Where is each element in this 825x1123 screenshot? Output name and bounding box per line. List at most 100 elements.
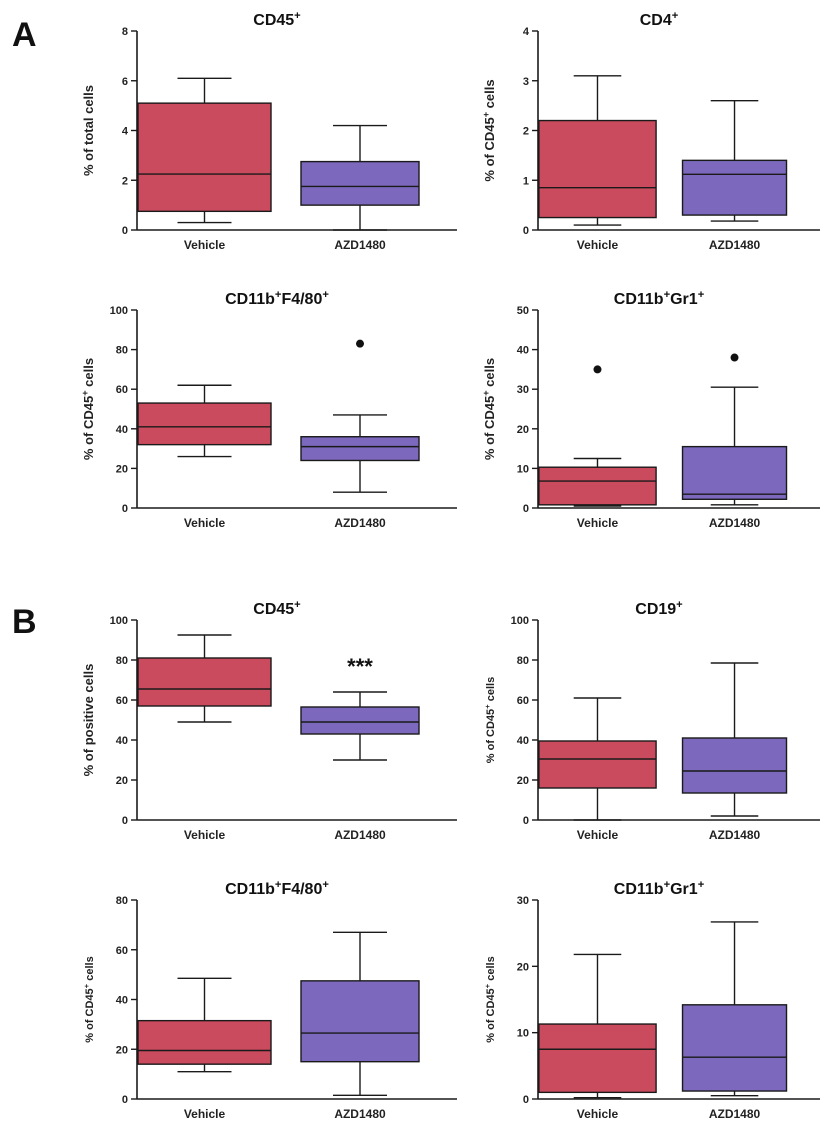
box-vehicle xyxy=(137,634,272,723)
y-tick-label: 2 xyxy=(122,175,128,187)
y-axis-label: % of CD45+ cells xyxy=(481,79,497,181)
chart-title: CD11b+Gr1+ xyxy=(614,289,705,308)
y-tick-label: 100 xyxy=(511,615,529,627)
y-tick-label: 2 xyxy=(523,126,529,138)
chart-title: CD45+ xyxy=(253,10,301,29)
y-tick-label: 10 xyxy=(517,1028,529,1040)
box-azd1480 xyxy=(300,124,420,231)
box-azd1480 xyxy=(681,662,788,817)
x-tick-label: AZD1480 xyxy=(709,238,761,252)
x-tick-label: AZD1480 xyxy=(709,1107,761,1121)
chart-title: CD19+ xyxy=(635,599,683,618)
boxplot-3: 0 20 40 60 80 100 CD11b+F4/80+ % of CD45+ cells… xyxy=(80,289,457,530)
y-tick-label: 20 xyxy=(517,775,529,787)
y-tick-label: 80 xyxy=(116,655,128,667)
iqr-box xyxy=(681,159,788,216)
y-tick-label: 0 xyxy=(523,225,529,237)
box-azd1480 xyxy=(300,691,420,761)
x-tick-label: Vehicle xyxy=(184,828,226,842)
chart-title: CD45+ xyxy=(253,599,301,618)
y-tick-label: 40 xyxy=(517,345,529,357)
box-vehicle xyxy=(137,384,272,458)
panel-label-b: B xyxy=(12,603,37,641)
iqr-box xyxy=(137,1019,272,1065)
y-tick-label: 0 xyxy=(122,225,128,237)
y-tick-label: 80 xyxy=(517,655,529,667)
box-azd1480 xyxy=(300,931,420,1096)
y-tick-label: 60 xyxy=(116,945,128,957)
y-tick-label: 50 xyxy=(517,305,529,317)
boxplot-2: 0 1 2 3 4 CD4+ % of CD45+ cells Vehicle AZD1480 xyxy=(481,10,820,252)
y-tick-label: 4 xyxy=(122,126,129,138)
y-tick-label: 20 xyxy=(517,424,529,436)
y-tick-label: 60 xyxy=(116,384,128,396)
x-tick-label: AZD1480 xyxy=(334,238,386,252)
chart-title: CD4+ xyxy=(640,10,679,29)
y-tick-label: 0 xyxy=(122,503,128,515)
y-tick-label: 8 xyxy=(122,26,128,38)
y-axis-label: % of CD45+ cells xyxy=(483,956,498,1042)
box-azd1480 xyxy=(681,921,788,1097)
y-tick-label: 0 xyxy=(523,815,529,827)
boxplot-7: 0 20 40 60 80 CD11b+F4/80+ % of CD45+ cells Veh… xyxy=(82,879,457,1121)
y-axis-label: % of positive cells xyxy=(81,664,96,777)
y-tick-label: 40 xyxy=(517,735,529,747)
iqr-box xyxy=(300,980,420,1063)
boxplot-4: 0 10 20 30 40 50 CD11b+Gr1+ % of CD45+ cells Veh… xyxy=(481,289,820,530)
y-axis-label: % of total cells xyxy=(81,85,96,176)
y-tick-label: 20 xyxy=(116,1044,128,1056)
y-tick-label: 100 xyxy=(110,615,128,627)
y-tick-label: 100 xyxy=(110,305,128,317)
box-vehicle xyxy=(137,977,272,1073)
outlier-point xyxy=(356,339,364,348)
y-tick-label: 0 xyxy=(122,1094,128,1106)
y-tick-label: 6 xyxy=(122,76,128,88)
chart-title: CD11b+F4/80+ xyxy=(225,289,329,308)
y-tick-label: 0 xyxy=(122,815,128,827)
box-vehicle xyxy=(538,697,657,821)
y-tick-label: 3 xyxy=(523,76,529,88)
y-tick-label: 80 xyxy=(116,345,128,357)
iqr-box xyxy=(137,102,272,213)
x-tick-label: AZD1480 xyxy=(709,516,761,530)
chart-title: CD11b+F4/80+ xyxy=(225,879,329,898)
box-vehicle xyxy=(538,953,657,1099)
chart-title: CD11b+Gr1+ xyxy=(614,879,705,898)
x-tick-label: Vehicle xyxy=(577,516,619,530)
y-tick-label: 60 xyxy=(517,695,529,707)
x-tick-label: AZD1480 xyxy=(334,828,386,842)
outlier-point xyxy=(730,353,739,362)
y-tick-label: 30 xyxy=(517,895,529,907)
y-tick-label: 0 xyxy=(523,1094,529,1106)
y-axis-label: % of CD45+ cells xyxy=(481,358,497,460)
iqr-box xyxy=(681,737,788,794)
x-tick-label: Vehicle xyxy=(184,1107,226,1121)
y-tick-label: 0 xyxy=(523,503,529,515)
x-tick-label: Vehicle xyxy=(184,238,226,252)
y-tick-label: 60 xyxy=(116,695,128,707)
outlier-point xyxy=(593,365,602,374)
y-tick-label: 1 xyxy=(523,175,529,187)
y-tick-label: 20 xyxy=(116,463,128,475)
iqr-box xyxy=(538,119,657,219)
y-axis-label: % of CD45+ cells xyxy=(82,956,97,1042)
iqr-box xyxy=(538,1023,657,1094)
y-tick-label: 80 xyxy=(116,895,128,907)
panel-label-a: A xyxy=(12,16,37,54)
iqr-box xyxy=(300,160,420,206)
x-tick-label: AZD1480 xyxy=(334,516,386,530)
y-tick-label: 4 xyxy=(523,26,530,38)
x-tick-label: Vehicle xyxy=(577,238,619,252)
iqr-box xyxy=(538,740,657,789)
iqr-box xyxy=(681,445,788,500)
iqr-box xyxy=(300,706,420,735)
y-tick-label: 30 xyxy=(517,384,529,396)
box-vehicle xyxy=(538,365,657,507)
x-tick-label: AZD1480 xyxy=(334,1107,386,1121)
boxplot-8: 0 10 20 30 CD11b+Gr1+ % of CD45+ cells Vehicle… xyxy=(483,879,820,1121)
box-vehicle xyxy=(538,75,657,226)
iqr-box xyxy=(137,402,272,446)
iqr-box xyxy=(681,1004,788,1092)
x-tick-label: Vehicle xyxy=(577,1107,619,1121)
